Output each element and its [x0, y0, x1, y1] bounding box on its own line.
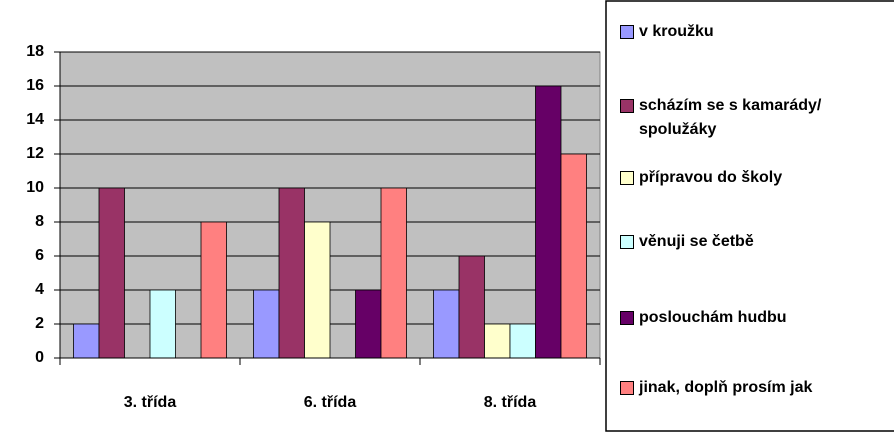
bar — [509, 323, 536, 359]
bar — [433, 289, 460, 359]
legend-entry: v kroužku — [620, 20, 894, 44]
legend-label: poslouchám hudbu — [639, 309, 787, 326]
y-tick-label: 6 — [35, 247, 44, 264]
y-tick-label: 8 — [35, 213, 44, 230]
y-tick-label: 16 — [26, 77, 44, 94]
legend-box — [605, 0, 894, 432]
legend-swatch — [620, 381, 634, 395]
legend-swatch — [620, 235, 634, 249]
legend-swatch — [620, 311, 634, 325]
y-tick-label: 14 — [26, 111, 44, 128]
legend-entry: poslouchám hudbu — [620, 306, 894, 330]
legend-swatch — [620, 171, 634, 185]
legend-entry: věnuji se četbě — [620, 230, 894, 254]
bar — [458, 255, 485, 359]
x-tick-label: 8. třída — [484, 394, 537, 411]
y-tick-label: 2 — [35, 315, 44, 332]
y-tick-label: 12 — [26, 145, 44, 162]
legend-label: jinak, doplň prosím jak — [639, 379, 813, 396]
bar — [304, 221, 331, 359]
bar — [149, 289, 176, 359]
y-tick-label: 10 — [26, 179, 44, 196]
legend-entry: přípravou do školy — [620, 166, 894, 190]
legend-swatch — [620, 99, 634, 113]
x-tick-label: 3. třída — [124, 394, 177, 411]
legend-entry: jinak, doplň prosím jak — [620, 376, 894, 400]
bar — [484, 323, 511, 359]
x-tick-label: 6. třída — [304, 394, 357, 411]
bar — [535, 85, 562, 359]
y-tick-label: 4 — [35, 281, 44, 298]
legend-label: přípravou do školy — [639, 169, 783, 186]
bar — [560, 153, 587, 359]
legend-swatch — [620, 25, 634, 39]
y-tick-label: 0 — [35, 349, 44, 366]
bar — [253, 289, 280, 359]
bar — [355, 289, 382, 359]
bar — [98, 187, 125, 359]
legend-label: scházím se s kamarády/ spolužáky — [639, 97, 822, 138]
bar — [200, 221, 227, 359]
legend-entry: scházím se s kamarády/ spolužáky — [620, 94, 894, 142]
bar — [73, 323, 100, 359]
legend-label: věnuji se četbě — [639, 233, 754, 250]
legend-label: v kroužku — [639, 23, 714, 40]
bar — [380, 187, 407, 359]
bar — [278, 187, 305, 359]
y-tick-label: 18 — [26, 43, 44, 60]
